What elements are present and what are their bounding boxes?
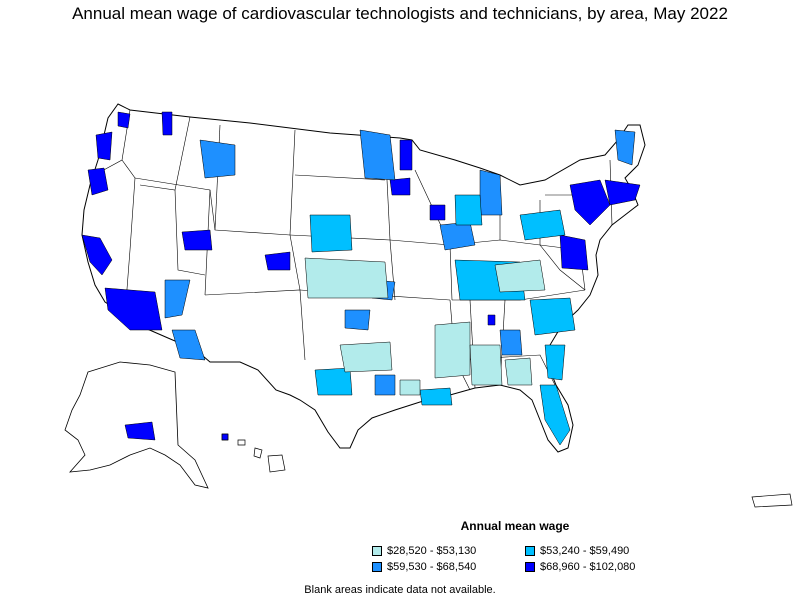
legend-label-mid-low: $53,240 - $59,490 <box>540 545 630 557</box>
hawaii-islands <box>221 433 286 473</box>
legend-swatch-high <box>525 562 535 572</box>
wage-regions <box>81 111 641 446</box>
legend-item-mid-low: $53,240 - $59,490 <box>525 545 629 557</box>
legend-label-high: $68,960 - $102,080 <box>540 561 636 573</box>
legend-title: Annual mean wage <box>460 519 570 533</box>
legend-swatch-low <box>372 546 382 556</box>
blank-areas-note: Blank areas indicate data not available. <box>304 584 496 596</box>
legend-item-high: $68,960 - $102,080 <box>525 561 635 573</box>
legend-item-low: $28,520 - $53,130 <box>372 545 476 557</box>
legend-item-mid-high: $59,530 - $68,540 <box>372 561 476 573</box>
legend-swatch-mid-high <box>372 562 382 572</box>
puerto-rico-outline <box>751 493 793 508</box>
map-title: Annual mean wage of cardiovascular techn… <box>72 4 728 23</box>
legend-label-mid-high: $59,530 - $68,540 <box>387 561 477 573</box>
legend-label-low: $28,520 - $53,130 <box>387 545 477 557</box>
legend-swatch-mid-low <box>525 546 535 556</box>
